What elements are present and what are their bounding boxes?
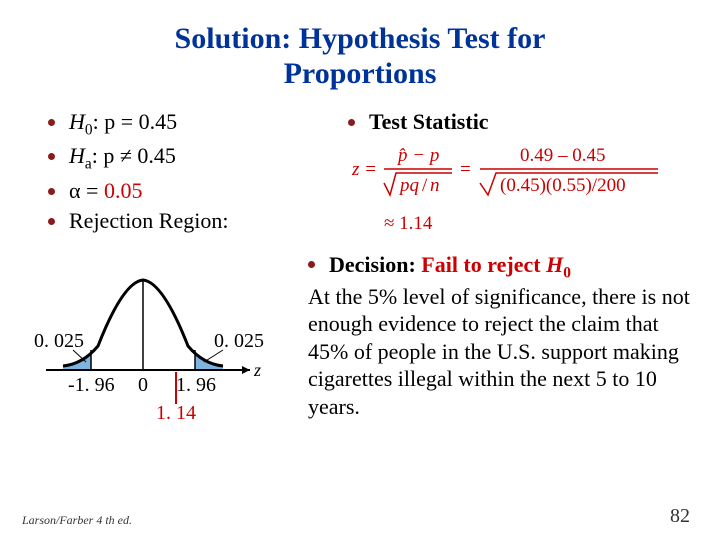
- svg-text:=: =: [460, 159, 471, 180]
- svg-text:n: n: [430, 175, 440, 196]
- title-line-2: Proportions: [0, 57, 720, 92]
- title-line-1: Solution: Hypothesis Test for: [0, 22, 720, 57]
- z-formula: z = p̂ − p pq / n = 0.49 – 0.45 (0.45)(0…: [348, 139, 688, 249]
- svg-text:pq: pq: [398, 175, 420, 196]
- tick-right: 1. 96: [176, 374, 216, 397]
- right-column: Test Statistic z = p̂ − p pq / n = 0.49 …: [348, 109, 688, 422]
- bullet-h0: H0: p = 0.45: [48, 109, 348, 139]
- formula-z-eq: z =: [351, 159, 377, 180]
- rejection-text: Rejection Region:: [69, 208, 228, 234]
- svg-text:0.49 – 0.45: 0.49 – 0.45: [520, 145, 606, 166]
- bullet-dot-icon: [48, 119, 55, 126]
- test-statistic-label: Test Statistic: [369, 109, 489, 135]
- decision-line: Decision: Fail to reject H0: [329, 251, 571, 283]
- left-column: H0: p = 0.45 Ha: p ≠ 0.45 α = 0.05 Rejec…: [48, 109, 348, 422]
- tick-center: 0: [138, 374, 148, 397]
- bullet-dot-icon: [348, 119, 355, 126]
- bullet-dot-icon: [308, 261, 315, 268]
- svg-text:(0.45)(0.55)/200: (0.45)(0.55)/200: [500, 175, 626, 196]
- bullet-decision: Decision: Fail to reject H0: [308, 251, 698, 283]
- decision-body: At the 5% level of significance, there i…: [308, 283, 698, 421]
- bullet-dot-icon: [48, 188, 55, 195]
- z-axis-label: z: [254, 360, 261, 381]
- alpha-text: α = 0.05: [69, 178, 142, 204]
- bullet-dot-icon: [48, 218, 55, 225]
- svg-text:p̂ − p: p̂ − p: [396, 145, 439, 166]
- content-area: H0: p = 0.45 Ha: p ≠ 0.45 α = 0.05 Rejec…: [0, 91, 720, 422]
- bullet-rejection: Rejection Region:: [48, 208, 348, 234]
- bullet-ha: Ha: p ≠ 0.45: [48, 143, 348, 173]
- bullet-test-statistic: Test Statistic: [348, 109, 688, 135]
- bullet-alpha: α = 0.05: [48, 178, 348, 204]
- svg-text:/: /: [422, 175, 428, 196]
- rejection-region-chart: 0. 025 0. 025 -1. 96 0 1. 96 z 1. 14: [28, 252, 278, 422]
- slide-title: Solution: Hypothesis Test for Proportion…: [0, 0, 720, 91]
- svg-text:≈ 1.14: ≈ 1.14: [384, 213, 433, 234]
- footer-citation: Larson/Farber 4 th ed.: [22, 513, 132, 528]
- ha-text: Ha: p ≠ 0.45: [69, 143, 176, 173]
- decision-block: Decision: Fail to reject H0 At the 5% le…: [308, 251, 698, 420]
- page-number: 82: [670, 505, 690, 528]
- bullet-dot-icon: [48, 153, 55, 160]
- tick-left: -1. 96: [68, 374, 115, 397]
- left-area-label: 0. 025: [34, 330, 84, 353]
- right-area-label: 0. 025: [214, 330, 264, 353]
- h0-text: H0: p = 0.45: [69, 109, 177, 139]
- test-stat-marker: 1. 14: [156, 402, 196, 425]
